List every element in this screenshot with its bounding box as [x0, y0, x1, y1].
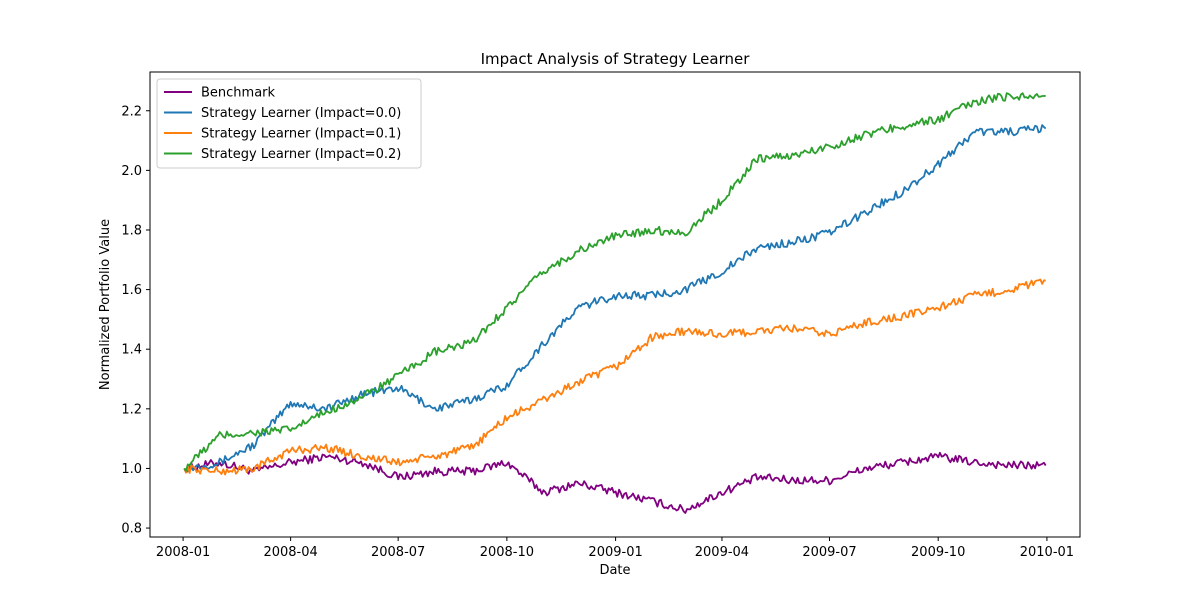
y-tick-label: 1.0	[121, 462, 142, 477]
x-tick-label: 2009-07	[802, 545, 856, 560]
series-line-0	[183, 451, 1047, 514]
series-line-1	[183, 124, 1047, 474]
chart-title: Impact Analysis of Strategy Learner	[481, 50, 751, 68]
x-axis-label: Date	[599, 563, 630, 578]
y-axis-label: Normalized Portfolio Value	[98, 219, 113, 390]
y-tick-label: 0.8	[121, 522, 142, 537]
plot-frame	[149, 71, 1081, 538]
legend-entry: Strategy Learner (Impact=0.0)	[201, 106, 401, 121]
y-tick-label: 2.2	[121, 104, 142, 119]
legend-entry: Strategy Learner (Impact=0.1)	[201, 127, 401, 142]
plot-area	[183, 92, 1047, 514]
y-tick-label: 1.4	[121, 343, 142, 358]
x-tick-label: 2009-01	[588, 545, 642, 560]
y-tick-label: 2.0	[121, 164, 142, 179]
y-tick-label: 1.2	[121, 402, 142, 417]
x-tick-label: 2008-10	[480, 545, 534, 560]
x-tick-label: 2008-01	[156, 545, 210, 560]
legend: Benchmark Strategy Learner (Impact=0.0) St…	[156, 78, 422, 169]
series-line-2	[183, 278, 1046, 476]
x-tick-label: 2008-04	[263, 545, 317, 560]
y-tick-label: 1.6	[121, 283, 142, 298]
y-tick-label: 1.8	[121, 223, 142, 238]
x-tick-label: 2008-07	[371, 545, 425, 560]
legend-entry: Benchmark	[201, 86, 276, 101]
legend-entry: Strategy Learner (Impact=0.2)	[201, 147, 401, 162]
x-tick-label: 2010-01	[1020, 545, 1074, 560]
x-tick-label: 2009-04	[695, 545, 749, 560]
x-tick-label: 2009-10	[911, 545, 965, 560]
legend-box	[156, 78, 422, 169]
y-axis: 0.8 1.0 1.2 1.4 1.6 1.8 2.0 2.2	[121, 104, 150, 537]
x-axis: 2008-01 2008-04 2008-07 2008-10 2009-01 2009-…	[156, 537, 1074, 560]
series-line-3	[183, 92, 1046, 472]
